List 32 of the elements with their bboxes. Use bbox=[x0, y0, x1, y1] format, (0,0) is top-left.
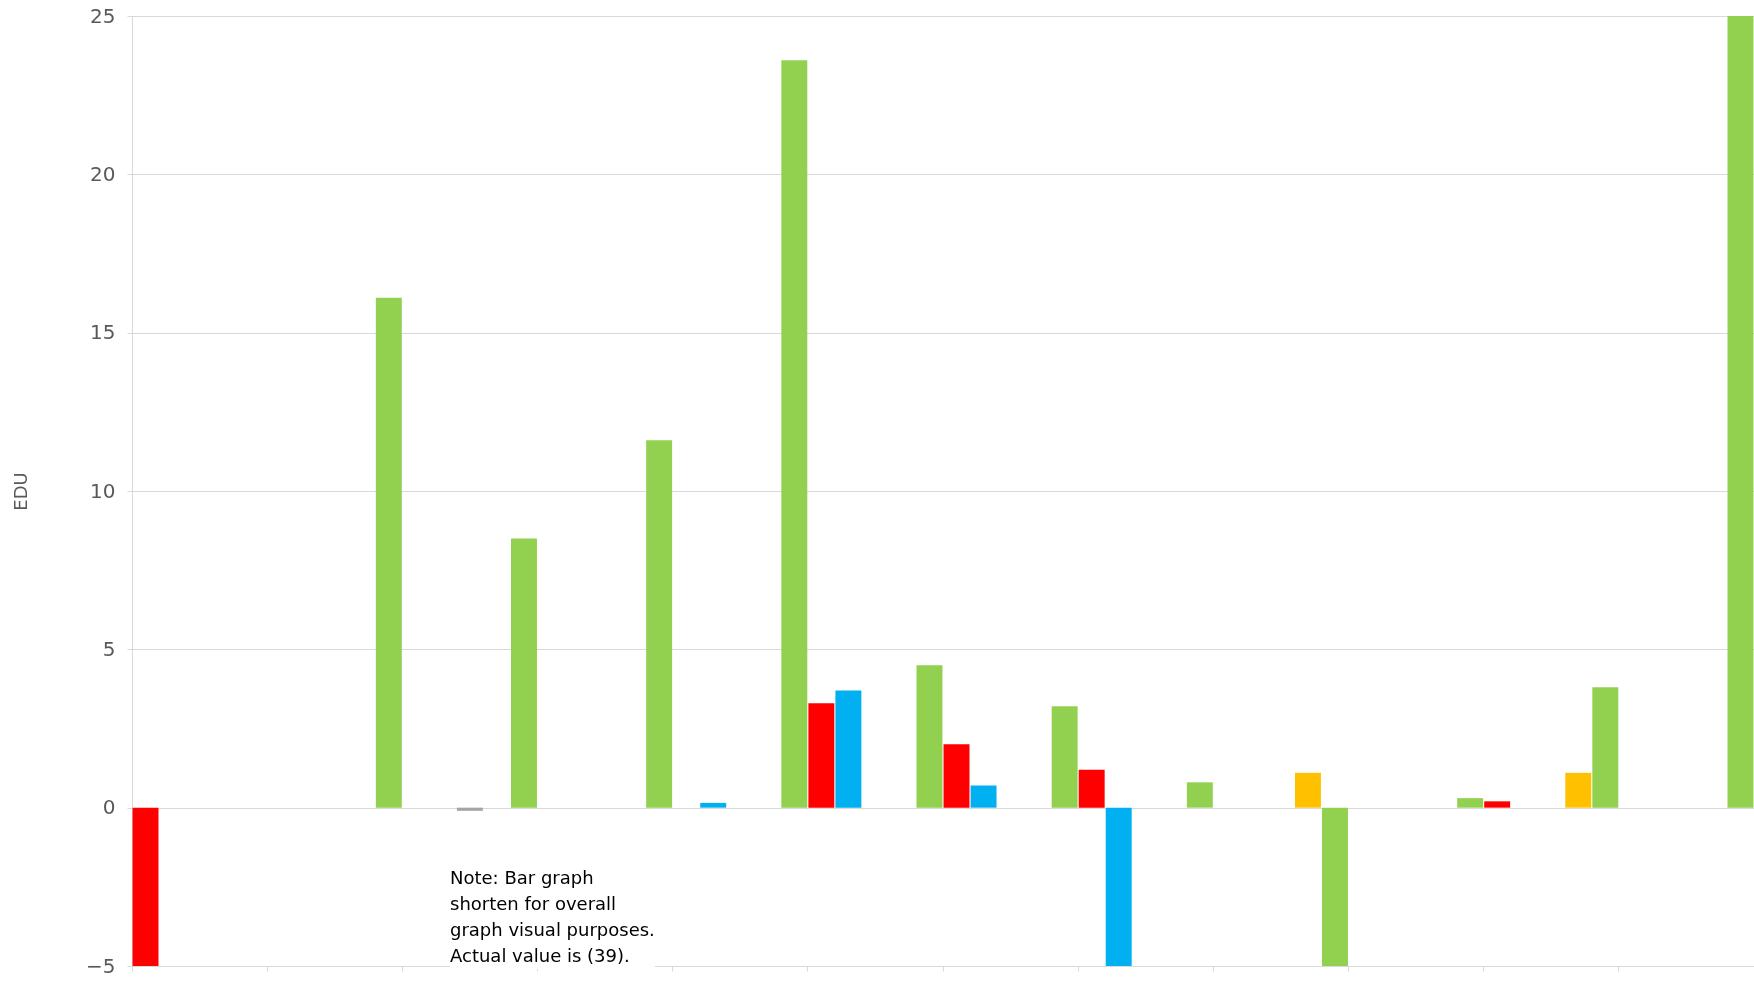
bar bbox=[1457, 798, 1484, 808]
bar bbox=[1051, 706, 1078, 808]
bar bbox=[700, 802, 727, 808]
y-tick-label: 15 bbox=[90, 320, 116, 345]
y-tick-label: −5 bbox=[86, 953, 116, 978]
bar bbox=[1322, 807, 1348, 966]
y-tick-label: 20 bbox=[90, 161, 116, 186]
bar bbox=[1105, 807, 1132, 966]
bar bbox=[808, 703, 835, 808]
bar bbox=[970, 785, 997, 808]
bar bbox=[835, 690, 862, 808]
bar bbox=[511, 538, 537, 808]
bar bbox=[456, 807, 483, 811]
bar bbox=[781, 60, 808, 808]
y-tick-label: 10 bbox=[90, 478, 116, 503]
bar bbox=[1078, 769, 1105, 808]
bar bbox=[1186, 782, 1213, 808]
y-tick-label: 25 bbox=[90, 3, 116, 28]
annotation: Note: Bar graph shorten for overall graph visual purposes. Actual value is (39). bbox=[450, 865, 655, 969]
bar bbox=[646, 440, 673, 808]
bar bbox=[1565, 772, 1592, 808]
bar bbox=[1484, 801, 1511, 808]
bar bbox=[1592, 687, 1619, 808]
bar bbox=[1727, 16, 1754, 808]
y-axis-title: EDU bbox=[10, 472, 32, 511]
bar bbox=[132, 807, 159, 966]
bar bbox=[1294, 772, 1321, 808]
y-tick-label: 5 bbox=[102, 636, 116, 661]
y-tick-label: 0 bbox=[102, 795, 116, 820]
bar bbox=[375, 297, 402, 808]
bar bbox=[916, 665, 943, 808]
bar bbox=[943, 744, 970, 808]
